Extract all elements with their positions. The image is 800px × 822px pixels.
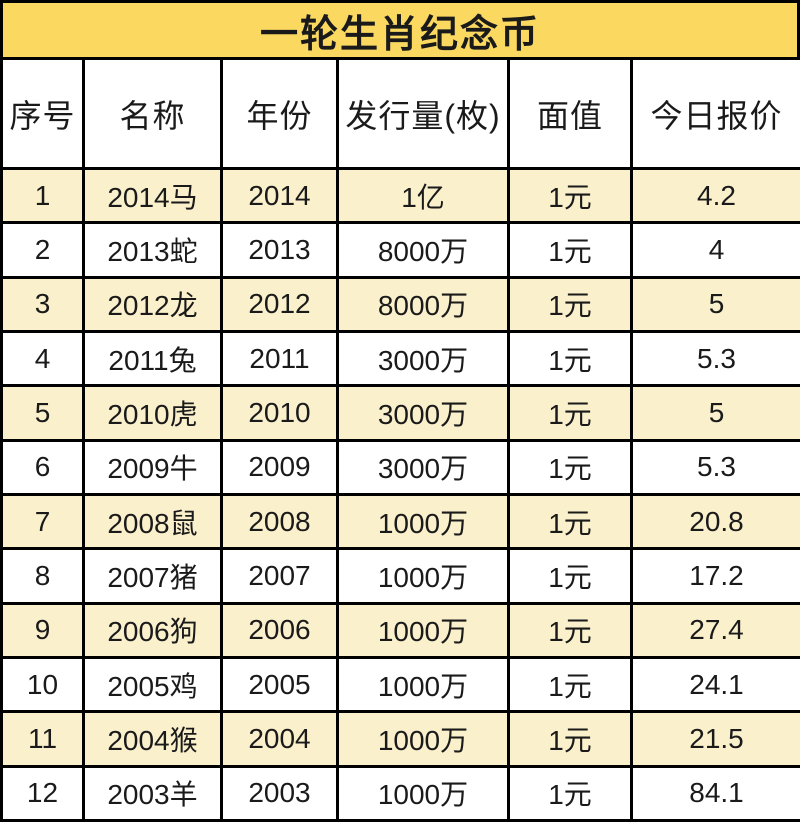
table-cell: 2013蛇 [82,221,223,279]
table-cell: 2007 [220,547,339,605]
table-cell: 2003羊 [82,764,223,822]
column-header-5: 今日报价 [630,57,800,170]
table-row: 1 2014马 2014 1亿 1元 4.2 [0,166,800,225]
table-cell: 2009牛 [82,438,223,496]
table-cell: 2003 [220,764,339,822]
table-cell: 2004 [220,710,339,768]
column-header-3: 发行量(枚) [336,57,510,170]
table-cell: 2013 [220,221,339,279]
table-row: 2 2013蛇 2013 8000万 1元 4 [0,221,800,279]
table-cell: 3000万 [336,438,510,496]
table-row: 10 2005鸡 2005 1000万 1元 24.1 [0,655,800,714]
table-cell: 2014 [220,166,339,225]
table-cell: 1亿 [336,166,510,225]
table-cell: 3000万 [336,384,510,442]
page-title: 一轮生肖纪念币 [0,0,800,57]
table-cell: 1元 [507,601,633,659]
table-cell: 1000万 [336,492,510,551]
table-cell: 1元 [507,275,633,333]
table-row: 5 2010虎 2010 3000万 1元 5 [0,384,800,442]
table-cell: 12 [0,764,85,822]
table-cell: 2009 [220,438,339,496]
table-cell: 10 [0,655,85,714]
table-cell: 1000万 [336,655,510,714]
table-cell: 1000万 [336,764,510,822]
table-cell: 1元 [507,764,633,822]
table-cell: 84.1 [630,764,800,822]
table-row: 12 2003羊 2003 1000万 1元 84.1 [0,764,800,822]
column-header-4: 面值 [507,57,633,170]
table-cell: 2012 [220,275,339,333]
table-row: 3 2012龙 2012 8000万 1元 5 [0,275,800,333]
table-cell: 5 [630,384,800,442]
table-cell: 2008鼠 [82,492,223,551]
table-cell: 1000万 [336,547,510,605]
table-cell: 6 [0,438,85,496]
table-cell: 2011兔 [82,329,223,388]
table-cell: 17.2 [630,547,800,605]
table-row: 7 2008鼠 2008 1000万 1元 20.8 [0,492,800,551]
table-cell: 1元 [507,221,633,279]
header-row: 序号 名称 年份 发行量(枚) 面值 今日报价 [0,57,800,170]
table-cell: 5.3 [630,438,800,496]
table-cell: 24.1 [630,655,800,714]
table-cell: 11 [0,710,85,768]
table-cell: 20.8 [630,492,800,551]
table-cell: 1元 [507,384,633,442]
table-cell: 2006 [220,601,339,659]
table-cell: 2005鸡 [82,655,223,714]
table-cell: 1 [0,166,85,225]
table-cell: 8000万 [336,275,510,333]
table-cell: 21.5 [630,710,800,768]
column-header-1: 名称 [82,57,223,170]
table-cell: 5 [630,275,800,333]
table-cell: 2012龙 [82,275,223,333]
table-cell: 1元 [507,492,633,551]
table-cell: 2004猴 [82,710,223,768]
table-cell: 27.4 [630,601,800,659]
table-cell: 2014马 [82,166,223,225]
table-cell: 1元 [507,166,633,225]
table-cell: 4 [0,329,85,388]
table-cell: 2010 [220,384,339,442]
table-cell: 1000万 [336,710,510,768]
table-cell: 4 [630,221,800,279]
table-cell: 1元 [507,547,633,605]
table-row: 6 2009牛 2009 3000万 1元 5.3 [0,438,800,496]
table-cell: 2 [0,221,85,279]
table-cell: 7 [0,492,85,551]
table-cell: 1元 [507,710,633,768]
table-row: 4 2011兔 2011 3000万 1元 5.3 [0,329,800,388]
table-cell: 2007猪 [82,547,223,605]
column-header-2: 年份 [220,57,339,170]
table-cell: 5 [0,384,85,442]
table-cell: 2011 [220,329,339,388]
table-cell: 3000万 [336,329,510,388]
table-cell: 8000万 [336,221,510,279]
table-row: 9 2006狗 2006 1000万 1元 27.4 [0,601,800,659]
table-row: 11 2004猴 2004 1000万 1元 21.5 [0,710,800,768]
table-cell: 3 [0,275,85,333]
column-header-0: 序号 [0,57,85,170]
table-cell: 5.3 [630,329,800,388]
table-cell: 9 [0,601,85,659]
table-cell: 2008 [220,492,339,551]
table-cell: 2006狗 [82,601,223,659]
table-cell: 8 [0,547,85,605]
table-cell: 1元 [507,329,633,388]
table-cell: 1元 [507,438,633,496]
table-row: 8 2007猪 2007 1000万 1元 17.2 [0,547,800,605]
coin-table: 序号 名称 年份 发行量(枚) 面值 今日报价 1 2014马 2014 1亿 1元 4.2 2 201… [0,57,800,822]
table-cell: 2005 [220,655,339,714]
table-cell: 2010虎 [82,384,223,442]
table-cell: 1000万 [336,601,510,659]
table-cell: 4.2 [630,166,800,225]
table-cell: 1元 [507,655,633,714]
table-body: 1 2014马 2014 1亿 1元 4.2 2 2013蛇 2013 8000万 1元 4 3 2012… [0,166,800,822]
